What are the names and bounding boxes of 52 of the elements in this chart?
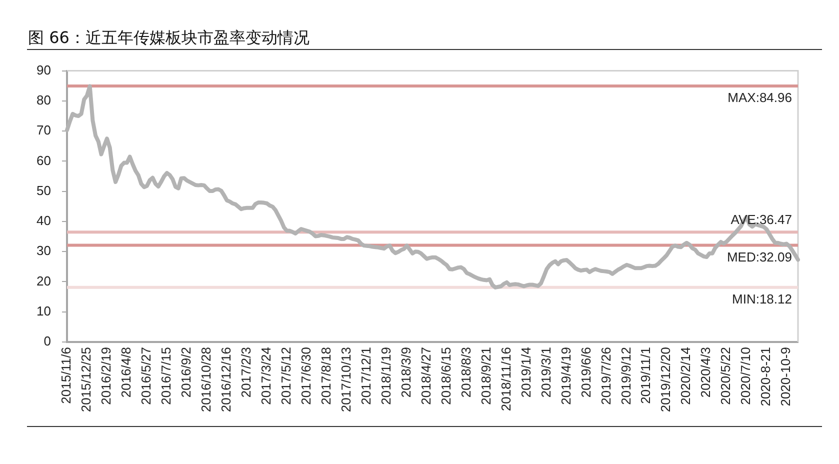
x-tick-label: 2018/1/19 xyxy=(378,347,394,405)
x-tick-label: 2019/11/1 xyxy=(638,347,654,404)
x-tick-label: 2018/4/27 xyxy=(418,347,434,405)
ref-line-label: MED:32.09 xyxy=(726,249,792,264)
x-tick-label: 2019/4/19 xyxy=(558,347,574,405)
x-tick-label: 2019/3/1 xyxy=(538,347,554,398)
x-tick-label: 2019/12/20 xyxy=(658,347,674,412)
x-tick-label: 2016/10/28 xyxy=(198,347,214,412)
y-tick-label: 20 xyxy=(36,273,51,288)
x-tick-label: 2018/11/16 xyxy=(498,347,514,412)
y-tick-label: 90 xyxy=(36,62,51,78)
x-tick-label: 2017/3/24 xyxy=(258,347,274,405)
x-tick-label: 2019/7/26 xyxy=(598,347,614,405)
x-tick-label: 2017/12/1 xyxy=(358,347,374,405)
x-tick-label: 2017/6/30 xyxy=(298,347,314,405)
x-tick-label: 2020/5/22 xyxy=(718,347,734,405)
x-tick-label: 2020/7/10 xyxy=(738,347,754,405)
x-tick-label: 2016/2/19 xyxy=(98,347,114,405)
ref-line-label: MIN:18.12 xyxy=(732,291,792,306)
x-tick-label: 2020-8-21 xyxy=(758,347,774,406)
x-tick-label: 2017/10/13 xyxy=(338,347,354,412)
y-tick-label: 40 xyxy=(36,213,51,228)
x-tick-label: 2019/9/12 xyxy=(618,347,634,405)
x-tick-label: 2015/11/6 xyxy=(58,347,74,404)
y-tick-label: 30 xyxy=(36,243,51,258)
y-tick-label: 80 xyxy=(36,92,51,108)
x-tick-label: 2018/8/3 xyxy=(458,347,474,398)
x-tick-label: 2017/5/12 xyxy=(278,347,294,405)
y-tick-label: 60 xyxy=(36,152,51,168)
y-tick-label: 10 xyxy=(36,303,51,318)
y-tick-label: 70 xyxy=(36,122,51,138)
x-tick-label: 2020/4/3 xyxy=(698,347,714,398)
x-tick-label: 2016/5/27 xyxy=(138,347,154,405)
x-tick-label: 2020-10-9 xyxy=(778,347,794,406)
x-tick-label: 2018/6/15 xyxy=(438,347,454,405)
x-tick-label: 2019/6/6 xyxy=(578,347,594,398)
x-tick-label: 2017/2/3 xyxy=(238,347,254,398)
ref-line-label: AVE:36.47 xyxy=(730,212,792,228)
x-tick-label: 2016/12/16 xyxy=(218,347,234,412)
y-tick-label: 0 xyxy=(44,334,51,349)
chart-title: 图 66：近五年传媒板块市盈率变动情况 xyxy=(28,28,310,47)
x-tick-label: 2018/9/21 xyxy=(478,347,494,405)
x-tick-label: 2018/3/9 xyxy=(398,347,414,398)
x-tick-label: 2016/9/2 xyxy=(178,347,194,398)
x-tick-label: 2019/1/4 xyxy=(518,347,534,398)
x-tick-label: 2017/8/18 xyxy=(318,347,334,405)
x-tick-label: 2016/7/15 xyxy=(158,347,174,405)
x-tick-label: 2016/4/8 xyxy=(118,347,134,398)
x-tick-label: 2015/12/25 xyxy=(78,347,94,412)
y-tick-label: 50 xyxy=(36,182,51,198)
ref-line-label: MAX:84.96 xyxy=(728,90,792,106)
x-tick-label: 2020/2/14 xyxy=(678,347,694,405)
